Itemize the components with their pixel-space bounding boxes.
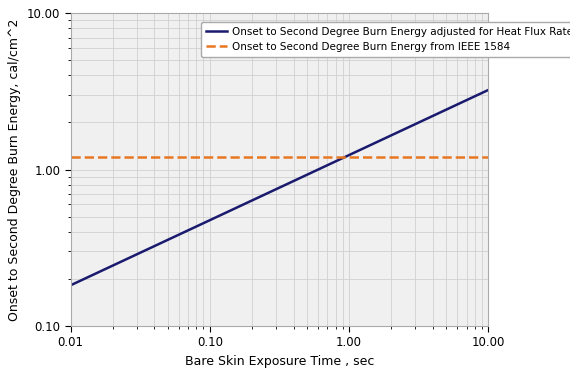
Line: Onset to Second Degree Burn Energy adjusted for Heat Flux Rate: Onset to Second Degree Burn Energy adjus…: [71, 90, 488, 285]
Onset to Second Degree Burn Energy adjusted for Heat Flux Rate: [67, 283, 74, 288]
X-axis label: Bare Skin Exposure Time , sec: Bare Skin Exposure Time , sec: [185, 355, 374, 368]
Onset to Second Degree Burn Energy adjusted for Heat Flux Rate: [268, 189, 275, 194]
Y-axis label: Onset to Second Degree Burn Energy, cal/cm^2: Onset to Second Degree Burn Energy, cal/…: [9, 18, 21, 321]
Onset to Second Degree Burn Energy adjusted for Heat Flux Rate: [409, 123, 416, 127]
Legend: Onset to Second Degree Burn Energy adjusted for Heat Flux Rate, Onset to Second : Onset to Second Degree Burn Energy adjus…: [201, 22, 570, 57]
Onset to Second Degree Burn Energy adjusted for Heat Flux Rate: [485, 88, 492, 92]
Onset to Second Degree Burn Energy adjusted for Heat Flux Rate: [266, 190, 272, 195]
Onset to Second Degree Burn Energy adjusted for Heat Flux Rate: [475, 92, 482, 97]
Onset to Second Degree Burn Energy from IEEE 1584: [345, 155, 352, 159]
Onset to Second Degree Burn Energy adjusted for Heat Flux Rate: [316, 167, 323, 171]
Onset to Second Degree Burn Energy adjusted for Heat Flux Rate: [293, 177, 300, 182]
